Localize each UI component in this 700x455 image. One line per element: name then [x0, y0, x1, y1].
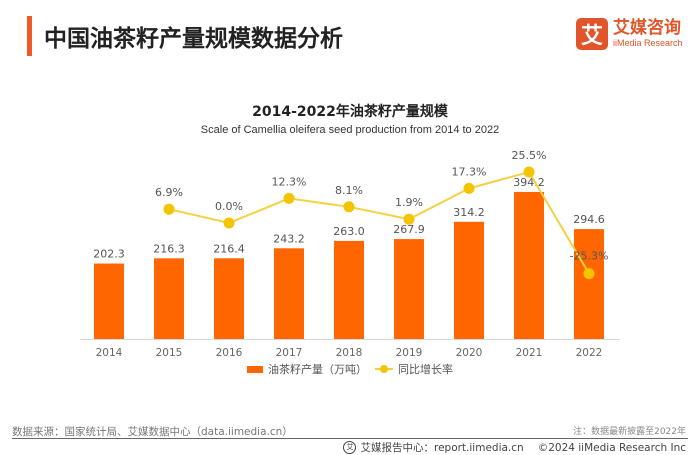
report-center-icon: 艾 — [343, 441, 357, 454]
x-tick-2020: 2020 — [456, 347, 483, 359]
legend-line-swatch-icon — [375, 364, 393, 374]
bar-label-2018: 263.0 — [333, 225, 365, 238]
bar-label-2020: 314.2 — [453, 206, 485, 219]
legend-label-production: 油茶籽产量（万吨） — [268, 363, 367, 376]
footer-divider — [12, 438, 688, 439]
bar-2020 — [454, 221, 484, 339]
growth-point-2022 — [583, 268, 595, 280]
growth-point-2021 — [523, 166, 535, 178]
logo-cn-text: 艾媒咨询 — [613, 18, 681, 38]
report-center-link[interactable]: 艾媒报告中心：report.iimedia.cn — [360, 442, 524, 454]
x-tick-2022: 2022 — [576, 347, 603, 359]
bar-label-2016: 216.4 — [213, 242, 245, 255]
bar-label-2019: 267.9 — [393, 223, 425, 236]
x-tick-2021: 2021 — [516, 347, 543, 359]
growth-label-2017: 12.3% — [272, 175, 307, 188]
legend-bar-swatch-icon — [247, 365, 263, 373]
growth-label-2019: 1.9% — [395, 196, 423, 209]
x-tick-2015: 2015 — [156, 347, 183, 359]
chart-subtitle: Scale of Camellia oleifera seed producti… — [200, 124, 500, 136]
bar-2018 — [334, 240, 364, 339]
growth-label-2018: 8.1% — [335, 184, 363, 197]
bar-2019 — [394, 239, 424, 339]
data-note: 注：数据最新披露至2022年 — [573, 427, 686, 437]
growth-label-2015: 6.9% — [155, 186, 183, 199]
bar-2016 — [214, 258, 244, 339]
chart-title: 2014-2022年油茶籽产量规模 — [252, 104, 448, 120]
bar-label-2021: 394.2 — [513, 176, 545, 189]
bar-2017 — [274, 248, 304, 339]
bar-label-2015: 216.3 — [153, 242, 185, 255]
copyright: ©2024 iiMedia Research Inc — [537, 441, 686, 454]
growth-point-2018 — [343, 201, 355, 213]
x-tick-2019: 2019 — [396, 347, 423, 359]
title-accent-bar — [27, 16, 32, 56]
iimedia-logo: 艾 艾媒咨询 iiMedia Research — [576, 16, 683, 52]
x-tick-2016: 2016 — [216, 347, 243, 359]
growth-point-2017 — [283, 192, 295, 204]
legend-item-growth: 同比增长率 — [375, 361, 453, 377]
bar-2014 — [94, 263, 124, 339]
growth-label-2022: -25.3% — [570, 250, 609, 263]
legend-item-production: 油茶籽产量（万吨） — [247, 361, 367, 377]
x-tick-2018: 2018 — [336, 347, 363, 359]
page-title: 中国油茶籽产量规模数据分析 — [44, 26, 343, 52]
bar-label-2014: 202.3 — [93, 248, 125, 261]
growth-label-2020: 17.3% — [452, 165, 487, 178]
bar-label-2017: 243.2 — [273, 232, 305, 245]
bar-label-2022: 294.6 — [573, 213, 605, 226]
growth-point-2019 — [403, 213, 415, 225]
bar-2015 — [154, 258, 184, 339]
growth-label-2021: 25.5% — [512, 149, 547, 162]
x-tick-2017: 2017 — [276, 347, 303, 359]
bar-2021 — [514, 191, 544, 339]
bar-2022 — [574, 229, 604, 339]
data-source: 数据来源：国家统计局、艾媒数据中心（data.iimedia.cn） — [12, 426, 293, 438]
growth-point-2015 — [163, 203, 175, 215]
growth-label-2016: 0.0% — [215, 200, 243, 213]
footer-info: 艾 艾媒报告中心：report.iimedia.cn ©2024 iiMedia… — [343, 440, 686, 455]
logo-mark-icon: 艾 — [576, 18, 608, 50]
x-tick-2014: 2014 — [96, 347, 123, 359]
legend-label-growth: 同比增长率 — [398, 363, 453, 376]
growth-line — [168, 170, 590, 275]
logo-en-text: iiMedia Research — [613, 38, 683, 48]
growth-point-2020 — [463, 182, 475, 194]
legend: 油茶籽产量（万吨） 同比增长率 — [0, 361, 700, 377]
growth-point-2016 — [223, 217, 235, 229]
